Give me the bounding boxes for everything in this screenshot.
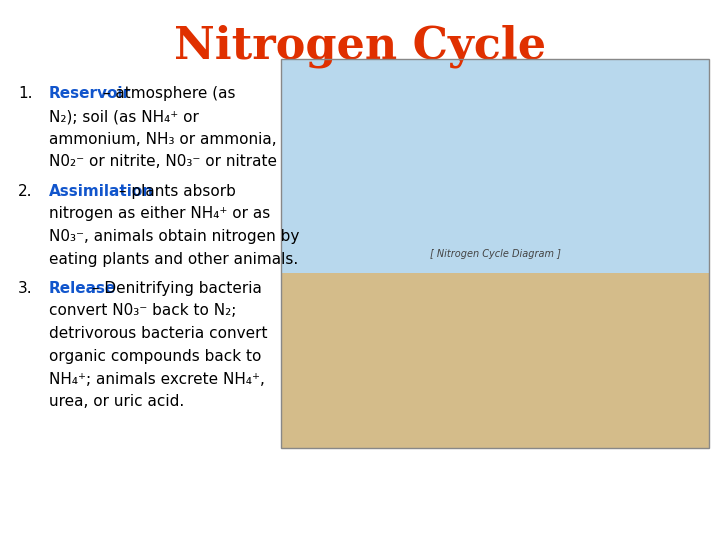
Text: detrivorous bacteria convert: detrivorous bacteria convert — [49, 326, 267, 341]
Bar — [281, 59, 709, 273]
Text: 1.: 1. — [18, 86, 32, 102]
Text: [ Nitrogen Cycle Diagram ]: [ Nitrogen Cycle Diagram ] — [430, 249, 560, 259]
Text: eating plants and other animals.: eating plants and other animals. — [49, 252, 298, 267]
Text: urea, or uric acid.: urea, or uric acid. — [49, 394, 184, 409]
Text: nitrogen as either NH₄⁺ or as: nitrogen as either NH₄⁺ or as — [49, 206, 270, 221]
Text: Reservoir: Reservoir — [49, 86, 131, 102]
Text: – plants absorb: – plants absorb — [114, 184, 236, 199]
Text: N0₂⁻ or nitrite, N0₃⁻ or nitrate: N0₂⁻ or nitrite, N0₃⁻ or nitrate — [49, 154, 277, 170]
Text: organic compounds back to: organic compounds back to — [49, 349, 261, 364]
Text: 2.: 2. — [18, 184, 32, 199]
Text: – Denitrifying bacteria: – Denitrifying bacteria — [87, 281, 262, 296]
Text: Nitrogen Cycle: Nitrogen Cycle — [174, 24, 546, 68]
Bar — [281, 273, 709, 448]
Text: Assimilation: Assimilation — [49, 184, 154, 199]
Text: – atmosphere (as: – atmosphere (as — [98, 86, 235, 102]
Text: NH₄⁺; animals excrete NH₄⁺,: NH₄⁺; animals excrete NH₄⁺, — [49, 372, 265, 387]
Text: 3.: 3. — [18, 281, 32, 296]
Text: Release: Release — [49, 281, 117, 296]
Text: N0₃⁻, animals obtain nitrogen by: N0₃⁻, animals obtain nitrogen by — [49, 229, 300, 244]
Text: ammonium, NH₃ or ammonia,: ammonium, NH₃ or ammonia, — [49, 132, 276, 147]
Text: convert N0₃⁻ back to N₂;: convert N0₃⁻ back to N₂; — [49, 303, 236, 319]
Bar — [281, 59, 709, 448]
Text: N₂); soil (as NH₄⁺ or: N₂); soil (as NH₄⁺ or — [49, 109, 199, 124]
